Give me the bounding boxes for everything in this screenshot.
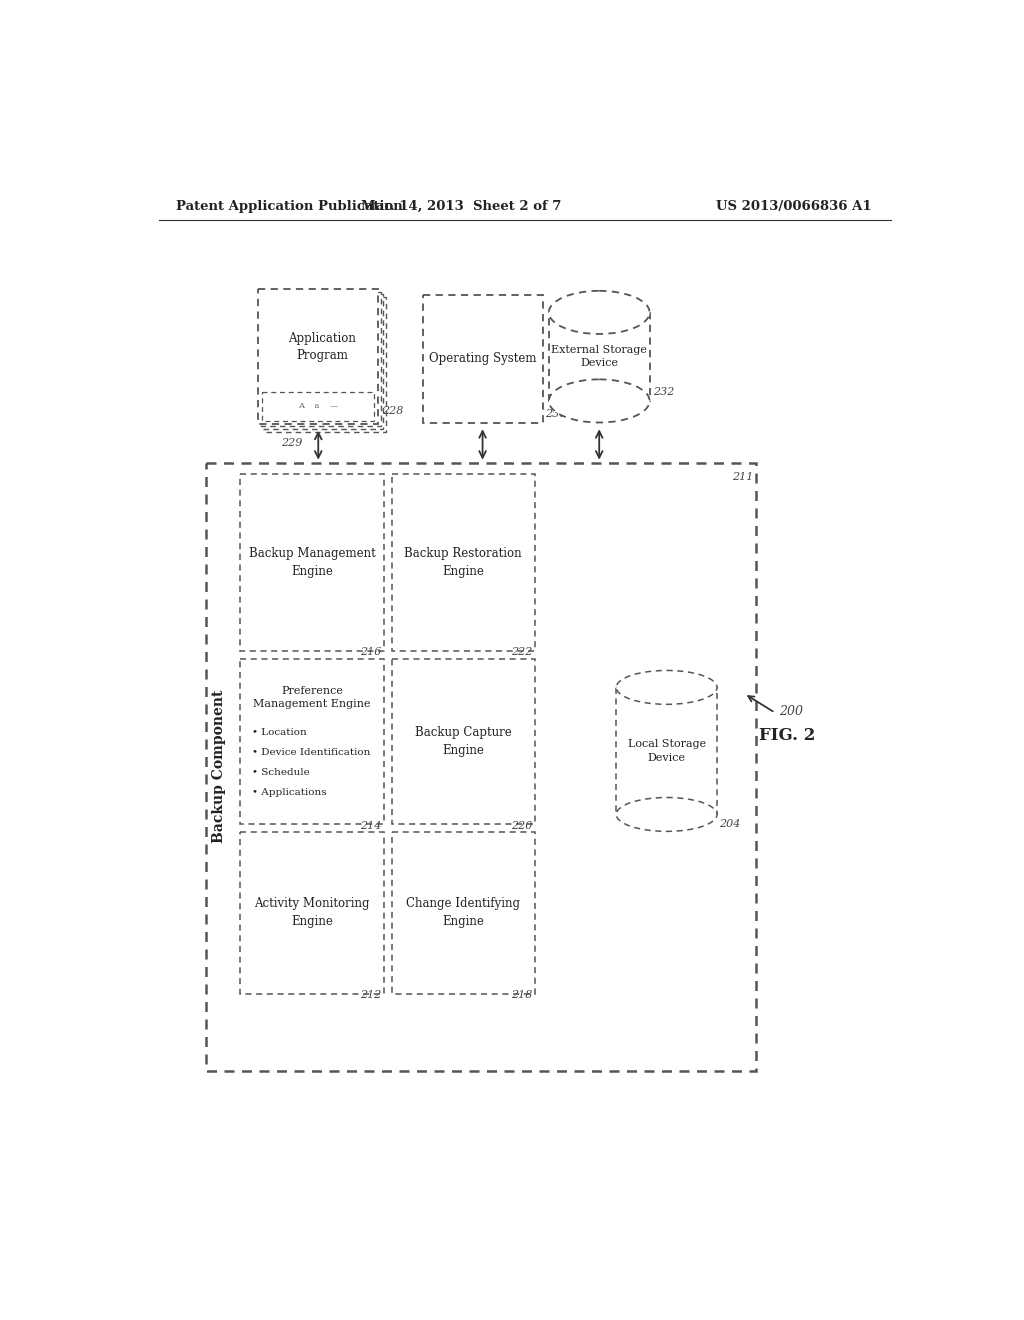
Bar <box>266 297 386 432</box>
Bar <box>423 296 543 422</box>
Text: FIG. 2: FIG. 2 <box>759 727 815 744</box>
Text: • Location: • Location <box>252 729 307 737</box>
Bar <box>616 688 717 814</box>
Text: A    a    —: A a — <box>298 403 338 411</box>
Text: Local Storage
Device: Local Storage Device <box>628 739 706 763</box>
Text: • Applications: • Applications <box>252 788 327 797</box>
Text: External Storage
Device: External Storage Device <box>551 345 647 368</box>
Text: 211: 211 <box>732 471 754 482</box>
Text: 204: 204 <box>719 820 740 829</box>
Bar <box>391 659 535 825</box>
Bar <box>391 832 535 994</box>
Bar <box>260 292 381 426</box>
Text: Patent Application Publication: Patent Application Publication <box>176 199 402 213</box>
Text: Backup Management
Engine: Backup Management Engine <box>249 548 376 578</box>
Text: Backup Component: Backup Component <box>212 690 226 843</box>
Bar <box>263 294 383 429</box>
Text: 218: 218 <box>511 990 532 1001</box>
Ellipse shape <box>549 290 649 334</box>
Text: • Device Identification: • Device Identification <box>252 748 371 758</box>
Text: 212: 212 <box>360 990 381 1001</box>
Text: 216: 216 <box>360 647 381 657</box>
Ellipse shape <box>616 671 717 705</box>
Text: 232: 232 <box>653 387 675 397</box>
Text: Mar. 14, 2013  Sheet 2 of 7: Mar. 14, 2013 Sheet 2 of 7 <box>361 199 561 213</box>
Text: 222: 222 <box>511 647 532 657</box>
Text: 200: 200 <box>779 705 803 718</box>
Bar <box>206 462 756 1071</box>
Ellipse shape <box>549 379 649 422</box>
Bar <box>241 832 384 994</box>
Text: Operating System: Operating System <box>429 352 537 366</box>
Bar <box>391 474 535 651</box>
Text: Activity Monitoring
Engine: Activity Monitoring Engine <box>254 898 370 928</box>
Text: 228: 228 <box>382 407 403 416</box>
Text: 220: 220 <box>511 821 532 830</box>
Text: Preference
Management Engine: Preference Management Engine <box>253 686 371 709</box>
Text: Change Identifying
Engine: Change Identifying Engine <box>407 898 520 928</box>
Bar <box>549 313 649 401</box>
Ellipse shape <box>616 797 717 832</box>
Text: • Schedule: • Schedule <box>252 768 309 777</box>
Text: 229: 229 <box>282 438 303 449</box>
Text: 230: 230 <box>545 409 566 418</box>
Bar <box>258 289 378 424</box>
Bar <box>241 474 384 651</box>
Text: Application
Program: Application Program <box>288 333 356 362</box>
Bar <box>241 659 384 825</box>
Text: US 2013/0066836 A1: US 2013/0066836 A1 <box>717 199 872 213</box>
Text: 214: 214 <box>360 821 381 830</box>
Bar <box>262 392 375 421</box>
Text: Backup Capture
Engine: Backup Capture Engine <box>415 726 512 758</box>
Text: Backup Restoration
Engine: Backup Restoration Engine <box>404 548 522 578</box>
